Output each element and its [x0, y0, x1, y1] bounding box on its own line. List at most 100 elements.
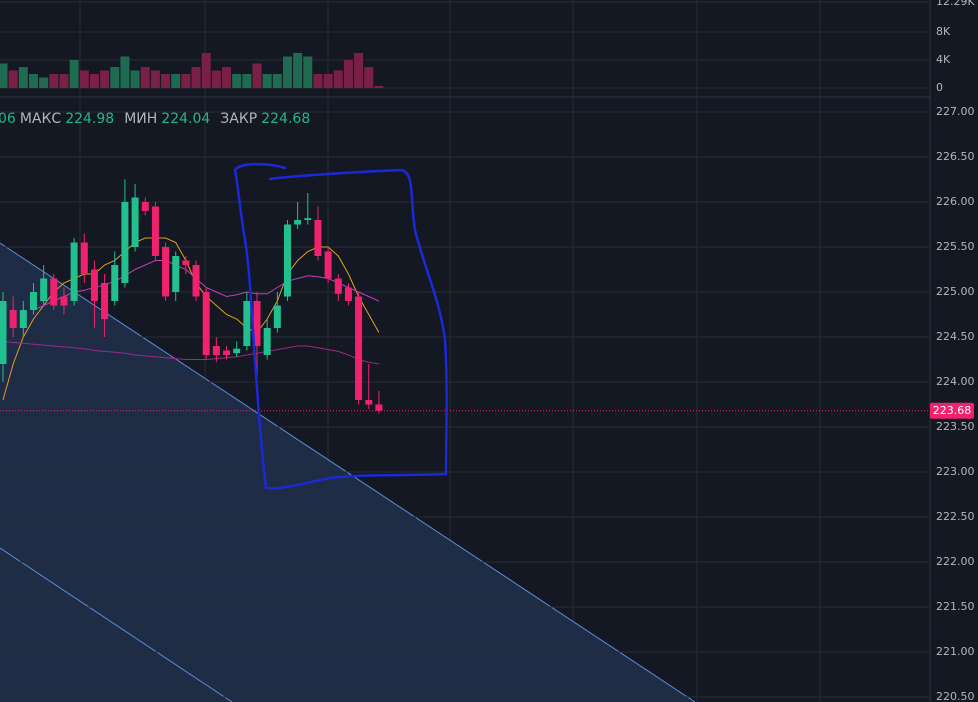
candle-body — [365, 400, 373, 405]
last-price-label: 223.68 — [933, 404, 972, 417]
volume-bar — [343, 60, 353, 88]
volume-bar — [232, 74, 242, 88]
volume-bar — [211, 70, 221, 88]
volume-bar — [130, 70, 140, 88]
volume-bar — [293, 53, 303, 88]
candle-body — [70, 242, 78, 301]
candle-body — [19, 310, 27, 328]
y-tick-label: 221.50 — [936, 600, 975, 613]
vol-tick-label: 12.29K — [936, 0, 975, 8]
volume-bar — [303, 56, 313, 88]
y-tick-label: 223.00 — [936, 465, 975, 478]
volume-bar — [59, 74, 69, 88]
y-tick-label: 224.00 — [936, 375, 975, 388]
volume-bar — [79, 70, 89, 88]
header-item: 224.98 — [65, 111, 114, 127]
candle-body — [263, 328, 271, 355]
last-price-box — [930, 402, 974, 419]
volume-bar — [120, 56, 130, 88]
candle-body — [253, 301, 261, 346]
volume-bar — [18, 67, 28, 88]
candle-body — [40, 278, 48, 301]
candle-body — [304, 218, 312, 220]
candle-body — [172, 256, 180, 292]
volume-bar — [69, 60, 79, 88]
volume-bar — [222, 67, 232, 88]
candle-body — [233, 348, 241, 354]
marks — [0, 1, 930, 698]
y-tick-label: 222.00 — [936, 555, 975, 568]
y-tick-label: 226.00 — [936, 195, 975, 208]
y-tick-label: 222.50 — [936, 510, 975, 523]
volume-bar — [313, 74, 323, 88]
y-tick-label: 225.50 — [936, 240, 975, 253]
header-item: ЗАКР — [220, 111, 257, 127]
header-item: 06 — [0, 111, 16, 127]
candle-body — [50, 278, 58, 306]
y-tick-label: 223.50 — [936, 420, 975, 433]
volume-bar — [8, 70, 18, 88]
channel-line — [0, 547, 233, 702]
volume-bar — [49, 74, 59, 88]
candle-body — [212, 346, 220, 355]
volume-bar — [252, 63, 262, 88]
volume-bar — [333, 70, 343, 88]
y-tick-label: 227.00 — [936, 105, 975, 118]
volume-bar — [374, 85, 384, 88]
candle-body — [60, 296, 68, 306]
volume-bar — [191, 67, 201, 88]
header-item: МИН — [124, 111, 157, 127]
vol-tick-label: 8K — [936, 25, 951, 38]
candle-body — [273, 305, 281, 328]
candle-body — [314, 220, 322, 256]
volume-bar — [181, 74, 191, 88]
candle-body — [162, 247, 170, 297]
candle-body — [355, 296, 363, 400]
candle-body — [334, 278, 342, 294]
volume-bar — [323, 74, 333, 88]
candle-body — [9, 310, 17, 328]
volume-bar — [28, 74, 38, 88]
volume-bar — [354, 53, 364, 88]
candle-body — [182, 260, 190, 265]
y-tick-label: 224.50 — [936, 330, 975, 343]
candle-body — [0, 301, 7, 364]
volume-bar — [140, 67, 150, 88]
candle-body — [151, 206, 159, 256]
volume-bar — [364, 67, 374, 88]
volume-bar — [201, 53, 211, 88]
y-tick-label: 225.00 — [936, 285, 975, 298]
moving-average — [2, 341, 380, 365]
candle-body — [294, 220, 302, 225]
volume-bar — [89, 74, 99, 88]
candle-body — [243, 301, 251, 346]
candle-body — [29, 292, 37, 310]
candle-body — [101, 283, 109, 319]
volume-bar — [242, 74, 252, 88]
header-item: 224.68 — [261, 111, 310, 127]
candle-body — [202, 292, 210, 355]
candle-body — [121, 202, 129, 283]
volume-bar — [282, 56, 292, 88]
candle-body — [131, 197, 139, 247]
candle-body — [141, 202, 149, 211]
vol-tick-label: 0 — [936, 81, 943, 94]
volume-bar — [161, 74, 171, 88]
header-item: 224.04 — [161, 111, 210, 127]
candle-body — [223, 350, 231, 355]
candle-body — [283, 224, 291, 297]
y-tick-label: 226.50 — [936, 150, 975, 163]
header: 06 МАКС 224.98 МИН 224.04 ЗАКР 224.68 — [0, 111, 310, 127]
candle-body — [90, 269, 98, 301]
candle-body — [375, 404, 383, 411]
candle-body — [80, 242, 88, 274]
candle-body — [192, 265, 200, 297]
volume-bar — [110, 67, 120, 88]
volume-bar — [262, 74, 272, 88]
volume-bar — [272, 74, 282, 88]
volume-bar — [39, 77, 49, 88]
y-tick-label: 220.50 — [936, 690, 975, 702]
vol-tick-label: 4K — [936, 53, 951, 66]
